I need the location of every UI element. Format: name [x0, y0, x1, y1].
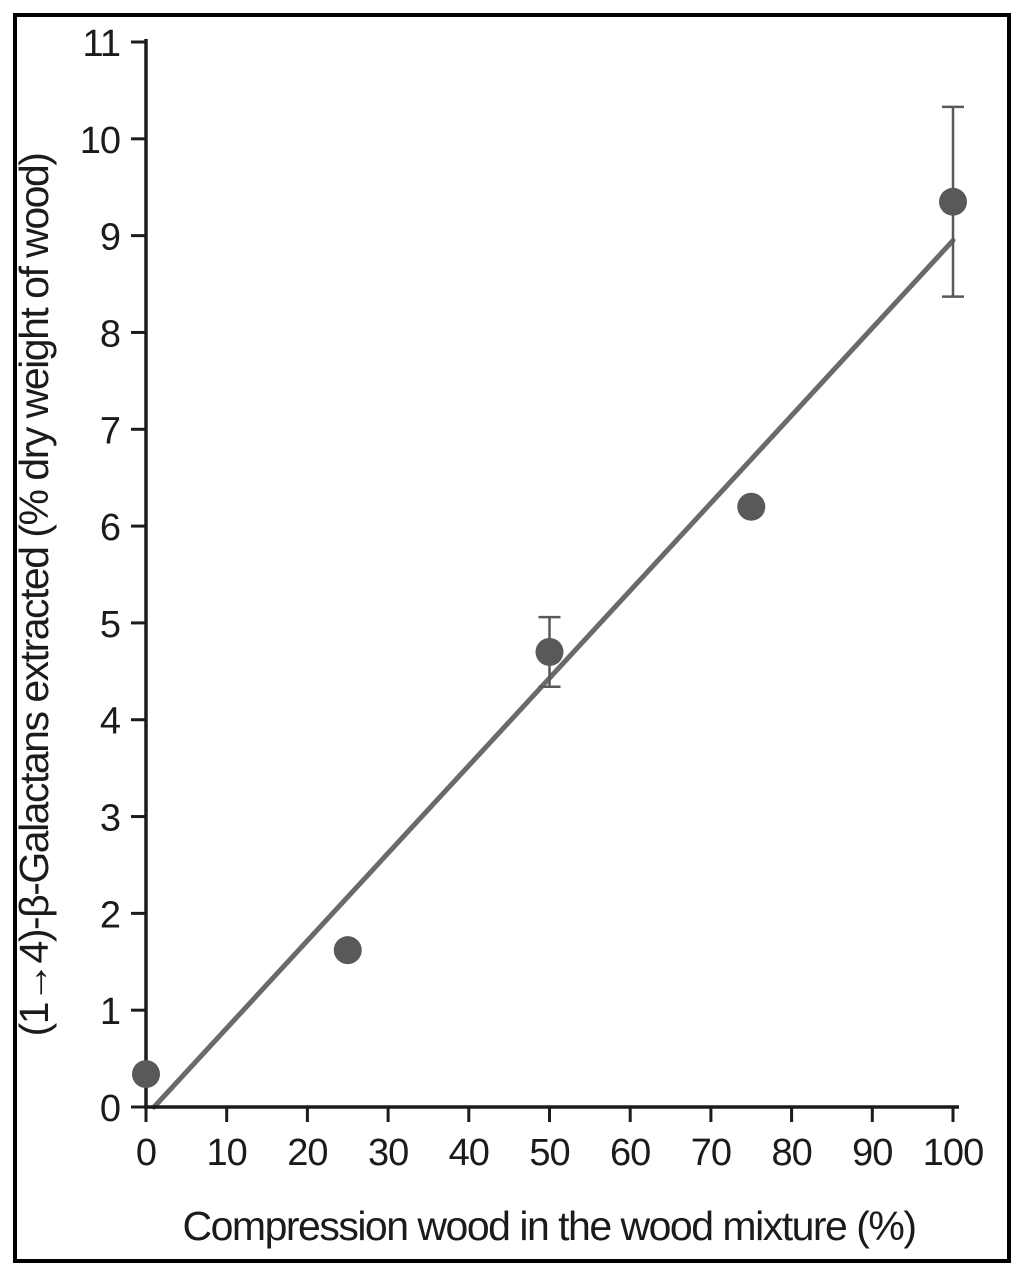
x-tick-label: 40 [449, 1132, 489, 1174]
y-tick-label: 7 [100, 410, 120, 452]
axes-layer: 0 10 20 30 40 50 60 70 80 90 100 0 1 2 3 4 5 6 7 8 9 10 11 [80, 23, 984, 1174]
x-tick-label: 30 [368, 1132, 408, 1174]
y-axis-title: (1→4)-β-Galactans extracted (% dry weigh… [11, 154, 57, 1037]
y-tick-label: 11 [83, 23, 120, 65]
x-tick-label: 20 [287, 1132, 327, 1174]
x-tick-label: 60 [610, 1132, 650, 1174]
y-tick-label: 4 [100, 701, 121, 743]
data-point [737, 492, 766, 521]
data-points-layer [132, 105, 967, 1089]
x-tick-label: 80 [771, 1132, 811, 1174]
y-tick-label: 10 [80, 120, 120, 162]
x-tick-label: 10 [207, 1132, 247, 1174]
y-tick-label: 8 [100, 313, 120, 355]
x-tick-label: 0 [136, 1132, 156, 1174]
trendline-layer [151, 237, 956, 1110]
data-point [939, 187, 967, 216]
figure-border [13, 13, 1011, 1263]
linear-trendline [151, 237, 956, 1110]
data-point [535, 637, 564, 666]
y-tick-label: 6 [100, 507, 120, 549]
x-tick-label: 50 [529, 1132, 569, 1174]
y-tick-label: 1 [100, 991, 120, 1033]
data-point [132, 1060, 160, 1089]
data-point [333, 936, 362, 965]
x-tick-label: 90 [852, 1132, 892, 1174]
y-tick-label: 0 [100, 1088, 120, 1130]
x-tick-label: 100 [923, 1132, 983, 1174]
y-tick-label: 3 [100, 798, 120, 840]
y-tick-label: 5 [100, 604, 120, 646]
x-tick-label: 70 [691, 1132, 731, 1174]
y-tick-label: 9 [100, 217, 120, 259]
x-axis-title: Compression wood in the wood mixture (%) [183, 1203, 916, 1249]
y-tick-label: 2 [100, 894, 120, 936]
